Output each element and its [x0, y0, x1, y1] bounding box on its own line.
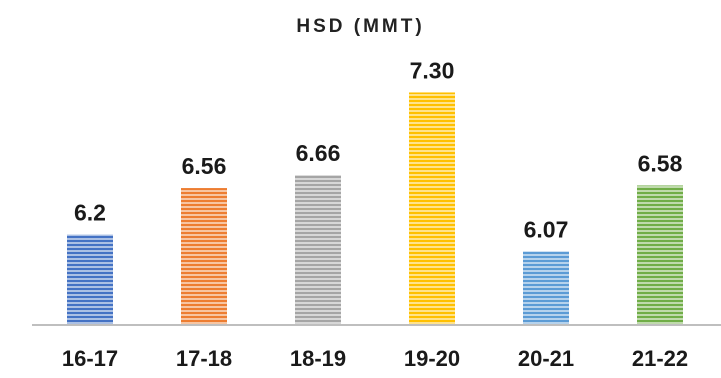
- value-label-20-21: 6.07: [524, 216, 569, 242]
- category-label-21-22: 21-22: [632, 346, 688, 371]
- value-label-18-19: 6.66: [296, 140, 341, 166]
- bar-16-17: [67, 234, 113, 325]
- bar-20-21: [523, 251, 569, 325]
- chart-title: HSD (MMT): [296, 16, 425, 37]
- category-label-16-17: 16-17: [62, 346, 118, 371]
- value-label-16-17: 6.2: [74, 200, 106, 226]
- category-label-19-20: 19-20: [404, 346, 460, 371]
- bar-19-20: [409, 92, 455, 325]
- bar-17-18: [181, 188, 227, 325]
- value-label-17-18: 6.56: [182, 153, 227, 179]
- bar-18-19: [295, 175, 341, 325]
- category-label-17-18: 17-18: [176, 346, 232, 371]
- category-label-20-21: 20-21: [518, 346, 574, 371]
- bar-21-22: [637, 185, 683, 325]
- value-label-21-22: 6.58: [638, 150, 683, 176]
- category-label-18-19: 18-19: [290, 346, 346, 371]
- value-label-19-20: 7.30: [410, 57, 455, 83]
